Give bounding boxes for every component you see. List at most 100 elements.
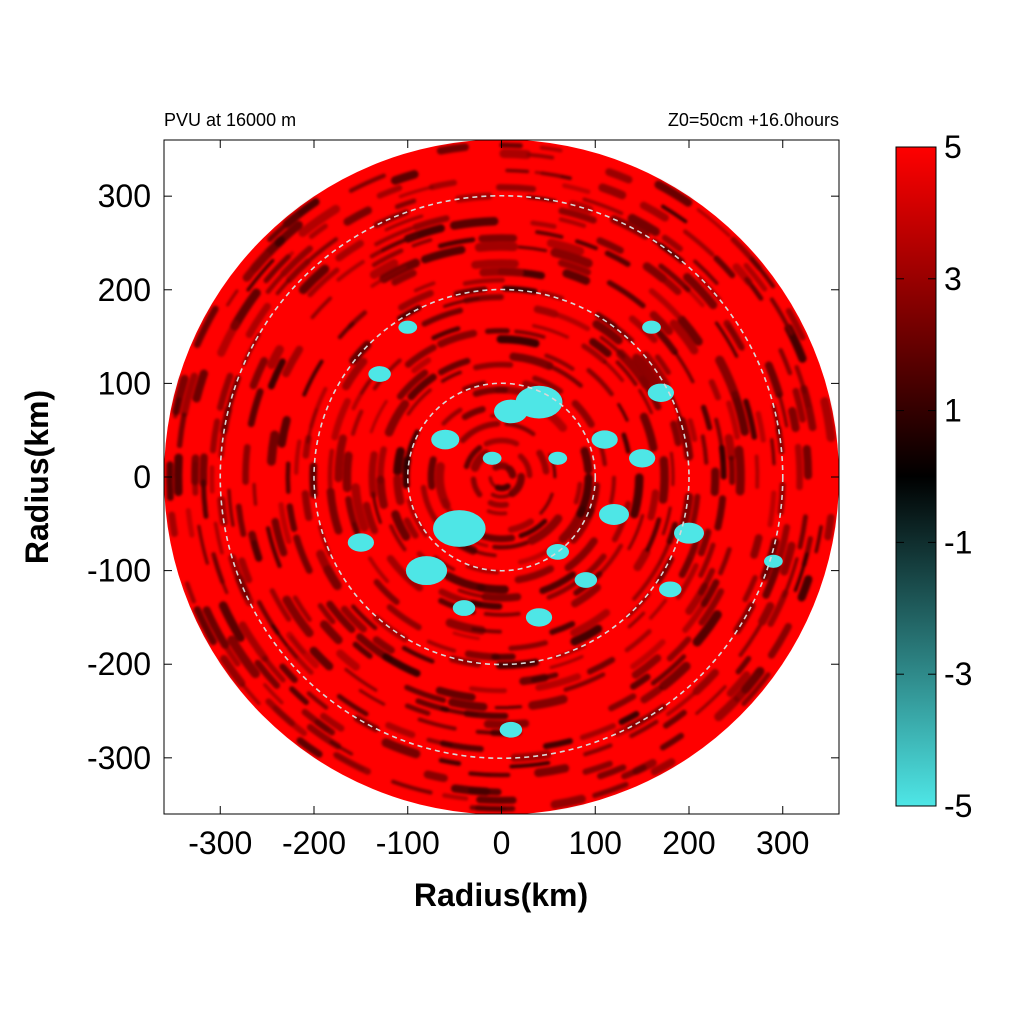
field-band [539, 571, 577, 595]
field-band [631, 654, 662, 679]
field-band [633, 548, 651, 572]
negative-pvu-patch [548, 451, 568, 465]
field-band [209, 418, 221, 454]
field-band [730, 236, 763, 271]
field-band [265, 526, 282, 569]
field-band [698, 542, 716, 578]
field-band [596, 543, 624, 577]
field-band [342, 357, 368, 391]
field-band [306, 691, 329, 710]
negative-pvu-patch [405, 556, 448, 586]
reference-circle [219, 194, 784, 760]
colorbar-tick-label: 1 [944, 393, 962, 429]
field-band [507, 518, 535, 533]
field-band [436, 143, 469, 155]
field-band [293, 534, 313, 574]
negative-pvu-patch [368, 366, 391, 382]
field-band [658, 263, 691, 293]
field-band [411, 238, 433, 248]
field-band [363, 501, 379, 535]
field-band [440, 370, 462, 383]
field-band [336, 259, 365, 282]
field-band [437, 329, 478, 348]
field-band [286, 503, 298, 532]
field-band [726, 324, 745, 351]
field-band [693, 259, 719, 285]
negative-pvu-patch [452, 600, 476, 616]
negative-pvu-patch [629, 449, 656, 468]
field-band [743, 398, 758, 440]
field-band [289, 635, 306, 655]
field-band [549, 621, 576, 635]
field-band [487, 500, 509, 508]
y-axis-ticks: 300 200 100 0 -100 -200 -300 [87, 178, 839, 776]
field-band [394, 198, 417, 210]
field-band [272, 705, 308, 737]
field-band [556, 312, 591, 332]
field-band [301, 708, 330, 733]
field-band [573, 481, 583, 505]
field-band [242, 444, 251, 485]
field-band [802, 445, 813, 480]
y-tick-label: -300 [87, 740, 151, 776]
field-band [469, 599, 503, 610]
field-band [575, 239, 598, 251]
field-band [683, 229, 715, 257]
field-band [278, 502, 292, 544]
field-band [669, 319, 699, 355]
x-tick-label: 0 [493, 825, 511, 861]
field-band [728, 455, 736, 485]
field-band [472, 386, 509, 397]
field-band [344, 667, 378, 692]
field-band [794, 365, 807, 395]
field-band [508, 472, 525, 498]
negative-pvu-patch [546, 544, 569, 560]
negative-pvu-patches [347, 320, 783, 738]
y-tick-label: 300 [98, 178, 151, 214]
field-band [294, 439, 302, 475]
field-band [583, 743, 613, 757]
field-band [448, 698, 488, 711]
field-band [509, 761, 551, 769]
field-band [713, 255, 736, 279]
field-band [696, 208, 731, 238]
field-band [483, 611, 521, 617]
field-band [581, 343, 607, 364]
negative-pvu-patch [574, 572, 598, 588]
field-band [797, 514, 808, 550]
colorbar-tick-label: -1 [944, 524, 972, 560]
field-band [476, 583, 509, 594]
field-band [820, 397, 836, 442]
field-band [495, 658, 540, 670]
field-band [479, 267, 524, 277]
plot-area [164, 140, 839, 814]
field-band [675, 562, 699, 600]
field-band [630, 639, 666, 670]
field-band [213, 521, 224, 555]
field-band [217, 372, 234, 411]
y-tick-label: 100 [98, 365, 151, 401]
colorbar-tick-label: -5 [944, 788, 972, 824]
field-band [542, 738, 573, 750]
reference-circle [313, 288, 690, 666]
field-band [449, 655, 482, 668]
field-band [514, 565, 555, 584]
field-band [352, 641, 373, 659]
field-band [576, 473, 593, 519]
field-band [371, 491, 382, 524]
field-band [327, 448, 335, 489]
field-band [331, 397, 351, 441]
field-band [213, 625, 241, 667]
field-band [326, 487, 343, 535]
colorbar-tick-label: -3 [944, 656, 972, 692]
field-band [617, 402, 629, 422]
negative-pvu-patch [764, 554, 783, 568]
field-band [758, 602, 775, 626]
field-band [226, 289, 239, 307]
field-band [531, 672, 559, 683]
field-band [391, 779, 433, 795]
field-band [381, 738, 421, 759]
field-band [453, 286, 488, 297]
field-band [267, 358, 286, 390]
chart-title: PVU at 16000 m [164, 110, 296, 130]
